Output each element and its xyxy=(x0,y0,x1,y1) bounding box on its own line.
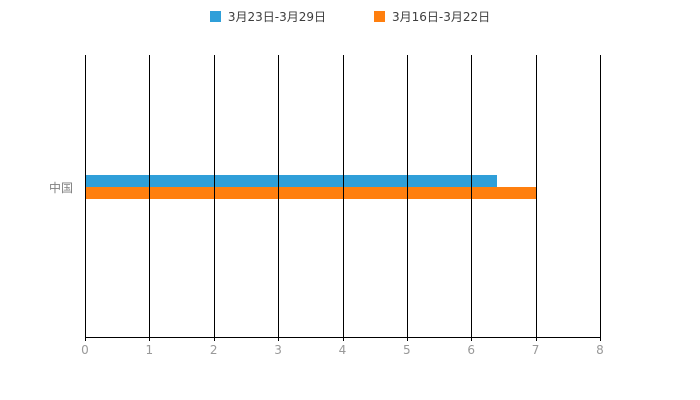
x-tick-mark xyxy=(406,337,408,341)
legend-swatch-icon xyxy=(209,11,221,22)
legend-item-1[interactable]: 3月16日-3月22日 xyxy=(374,8,490,25)
x-tick-label: 8 xyxy=(596,343,604,357)
legend-label: 3月16日-3月22日 xyxy=(392,10,491,24)
x-gridline xyxy=(213,55,215,337)
x-tick-mark xyxy=(471,337,473,341)
x-tick-label: 6 xyxy=(467,343,476,357)
x-gridline xyxy=(471,55,473,337)
x-gridline xyxy=(535,55,537,337)
plot-area: 0 1 2 3 4 5 6 7 8 xyxy=(81,55,604,357)
bar-series-0[interactable] xyxy=(85,175,497,187)
x-tick-label: 0 xyxy=(81,343,89,357)
x-gridline xyxy=(149,55,151,337)
x-tick-label: 7 xyxy=(531,343,540,357)
x-tick-label: 4 xyxy=(338,343,347,357)
x-tick-mark xyxy=(278,337,280,341)
x-gridline xyxy=(85,55,86,337)
x-gridline xyxy=(278,55,280,337)
chart-legend: 3月23日-3月29日 3月16日-3月22日 xyxy=(0,8,700,25)
y-axis-category-label: 中国 xyxy=(48,181,73,195)
x-tick-mark xyxy=(535,337,537,341)
x-gridline xyxy=(342,55,344,337)
x-tick-label: 2 xyxy=(209,343,218,357)
bar-group xyxy=(85,175,600,199)
x-tick-mark xyxy=(213,337,215,341)
x-gridline xyxy=(406,55,408,337)
x-tick-label: 3 xyxy=(274,343,282,357)
bar-series-1[interactable] xyxy=(85,187,536,199)
x-tick-mark xyxy=(342,337,344,341)
x-tick-label: 1 xyxy=(145,343,154,357)
x-tick-mark xyxy=(149,337,151,341)
legend-label: 3月23日-3月29日 xyxy=(227,10,326,24)
legend-item-0[interactable]: 3月23日-3月29日 xyxy=(209,8,326,25)
x-tick-mark xyxy=(85,337,86,341)
x-tick-mark xyxy=(600,337,601,341)
x-gridline xyxy=(600,55,601,337)
legend-swatch-icon xyxy=(374,11,385,22)
x-tick-label: 5 xyxy=(403,343,411,357)
